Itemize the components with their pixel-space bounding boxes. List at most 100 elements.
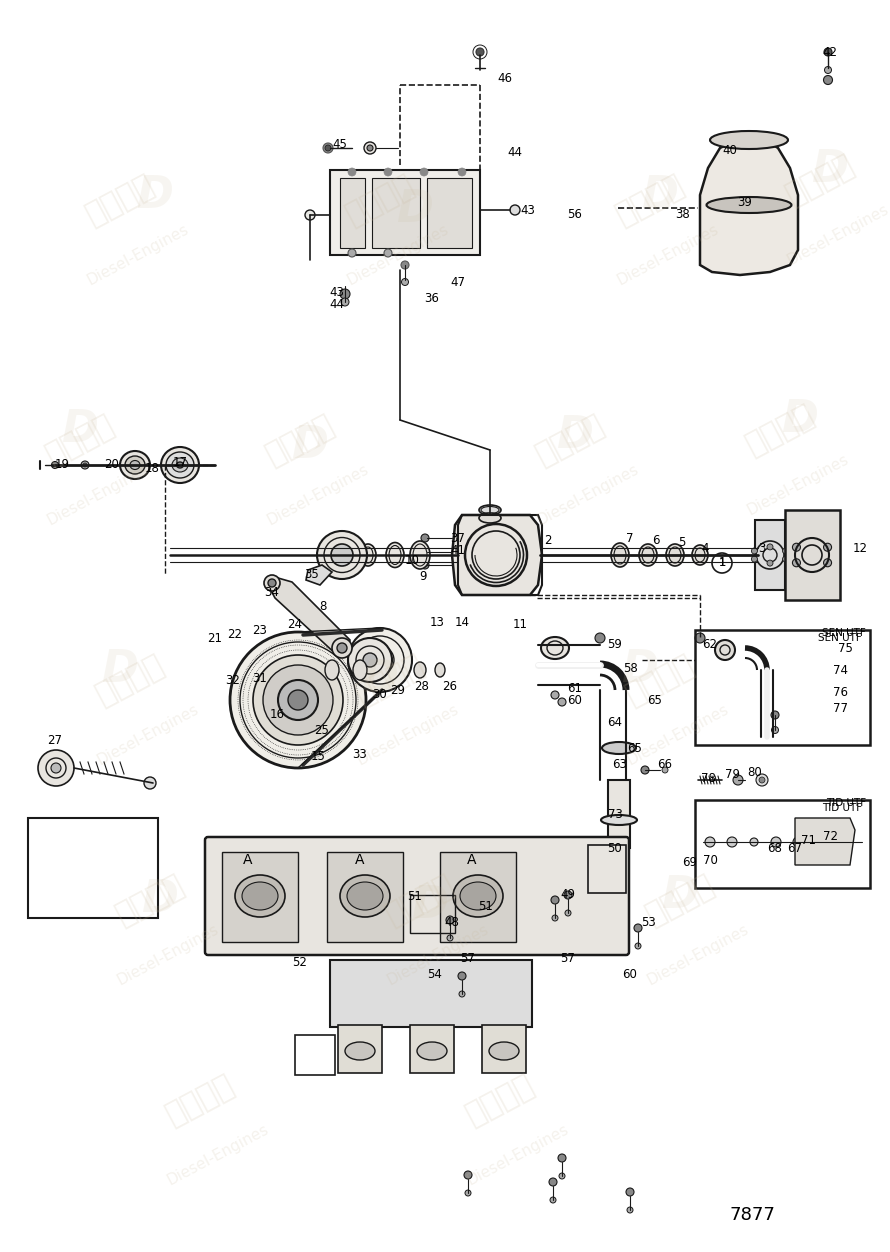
Text: 14: 14 [455,616,470,629]
Ellipse shape [489,1042,519,1060]
Circle shape [782,556,789,562]
Polygon shape [427,178,472,248]
Circle shape [51,762,61,772]
Text: 9: 9 [419,570,426,582]
Circle shape [337,644,347,654]
Bar [327,853,403,942]
Circle shape [384,249,392,257]
Bar [608,780,630,848]
Circle shape [641,766,649,774]
Circle shape [558,699,566,706]
Ellipse shape [347,881,383,910]
Ellipse shape [360,545,376,566]
Text: A: A [243,853,253,866]
Circle shape [767,543,773,550]
Ellipse shape [666,545,684,566]
Bar [695,800,870,888]
Bar [695,630,870,745]
Text: 紫发动力: 紫发动力 [341,170,419,230]
Text: 1: 1 [719,558,725,568]
Circle shape [823,75,832,84]
Ellipse shape [340,875,390,916]
Circle shape [816,838,824,846]
Circle shape [751,556,757,562]
Text: 23: 23 [253,623,267,636]
Circle shape [551,691,559,699]
Text: 7: 7 [627,532,634,545]
Circle shape [792,558,800,567]
Polygon shape [755,520,785,590]
Circle shape [705,838,715,848]
Circle shape [263,665,333,735]
Text: 39: 39 [738,195,752,209]
Text: 78: 78 [700,771,716,785]
Ellipse shape [410,541,430,568]
Circle shape [767,560,773,566]
Text: 12: 12 [853,542,868,555]
Bar [410,895,455,933]
Text: A: A [355,853,365,866]
Ellipse shape [325,660,339,680]
Circle shape [421,535,429,542]
Text: 71: 71 [800,834,815,846]
Text: D: D [661,874,699,916]
Text: 紫发动力: 紫发动力 [781,150,859,210]
Text: 47: 47 [450,275,465,288]
Text: 17: 17 [173,457,188,470]
Circle shape [733,775,743,785]
Text: Diesel-Engines: Diesel-Engines [165,1122,271,1188]
Text: TID UTF: TID UTF [826,798,866,808]
Circle shape [564,891,572,899]
Ellipse shape [332,545,348,566]
Text: Diesel-Engines: Diesel-Engines [354,702,461,769]
Circle shape [510,205,520,215]
Circle shape [459,992,465,997]
Bar [338,1025,382,1073]
Text: 10: 10 [405,553,419,566]
Circle shape [771,838,781,848]
Circle shape [824,66,831,74]
Text: Diesel-Engines: Diesel-Engines [535,462,642,528]
Ellipse shape [130,461,140,470]
Text: 74: 74 [832,664,847,676]
Text: 24: 24 [287,618,303,631]
Polygon shape [268,578,350,656]
Circle shape [323,143,333,153]
Bar [482,1025,526,1073]
Bar [330,960,532,1027]
Text: 45: 45 [333,139,347,151]
Ellipse shape [602,742,636,754]
Text: 46: 46 [498,71,513,84]
Text: D: D [136,174,174,217]
Circle shape [715,640,735,660]
Text: 61: 61 [568,681,582,695]
Circle shape [823,558,831,567]
Circle shape [824,48,832,56]
Text: 60: 60 [623,969,637,982]
Text: 26: 26 [442,680,457,692]
Text: D: D [812,149,848,192]
Ellipse shape [479,513,501,523]
Text: D: D [556,413,594,457]
Text: 64: 64 [608,715,622,729]
Circle shape [83,463,87,467]
Circle shape [264,575,280,591]
Circle shape [552,915,558,921]
Circle shape [792,543,800,551]
Text: 40: 40 [723,144,738,156]
Circle shape [458,972,466,980]
Polygon shape [700,138,798,275]
Circle shape [325,145,331,151]
Circle shape [52,462,59,468]
Circle shape [401,278,409,285]
Ellipse shape [235,875,285,916]
Text: 67: 67 [788,841,803,855]
Text: 29: 29 [391,684,406,696]
Text: 51: 51 [408,889,423,903]
Circle shape [340,289,350,299]
Circle shape [278,680,318,720]
Bar [588,845,626,893]
Ellipse shape [120,451,150,480]
Text: 72: 72 [822,830,837,843]
Ellipse shape [611,543,629,567]
